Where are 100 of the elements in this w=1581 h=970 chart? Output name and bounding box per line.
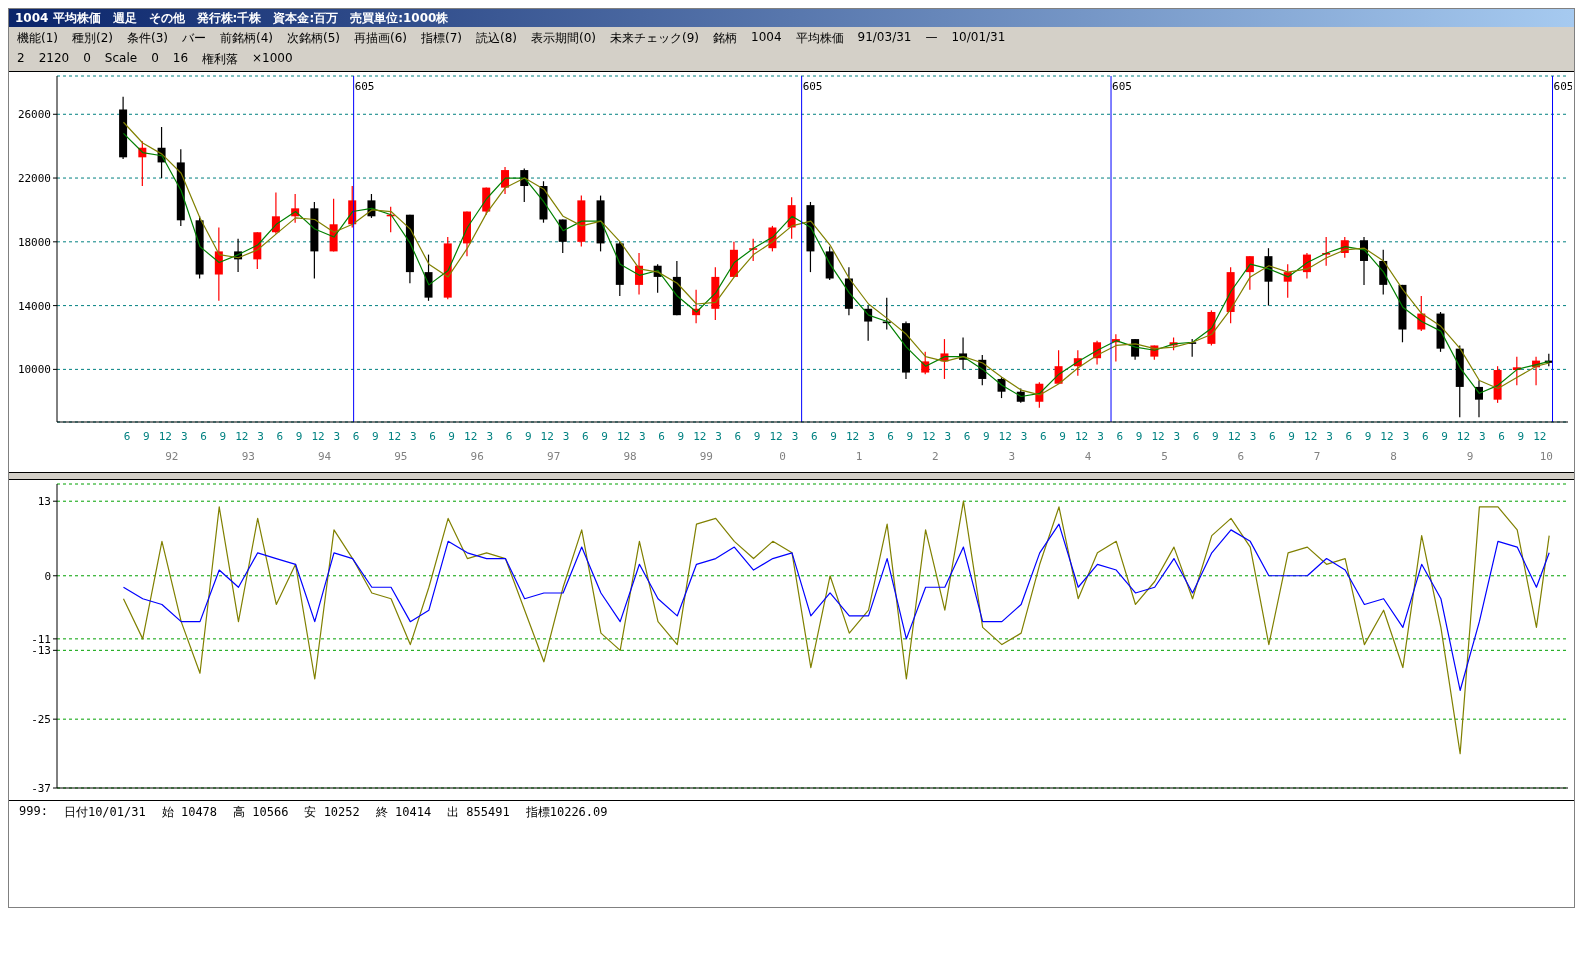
x-tick-label: 3 (1402, 430, 1410, 443)
x-tick-label: 3 (409, 430, 417, 443)
y-tick-label: 26000 (17, 108, 51, 122)
x-tick-label: 6 (429, 430, 436, 443)
text: 日付10/01/31 (63, 804, 146, 821)
x-tick-label: 9 (142, 430, 150, 443)
x-tick-label: 6 (352, 430, 360, 443)
x-tick-label: 9 (1364, 430, 1372, 443)
line-series (122, 500, 1550, 755)
y-tick-label: -37 (31, 781, 51, 795)
x-tick-label: 3 (333, 430, 341, 443)
text: 始 10478 (161, 804, 218, 821)
x-tick-label: 9 (524, 430, 532, 443)
x-tick-label: 9 (1059, 430, 1066, 443)
text: 1004 (751, 30, 782, 46)
x-tick-label: 3 (1249, 430, 1257, 443)
x2-tick-label: 9 (1466, 450, 1474, 463)
x2-tick-label: 95 (394, 450, 408, 463)
x-tick-label: 6 (1269, 430, 1276, 443)
x2-tick-label: 7 (1313, 450, 1321, 463)
x-tick-label: 3 (562, 430, 570, 443)
x-tick-label: 12 (922, 430, 936, 443)
x-tick-label: 9 (372, 430, 379, 443)
text: Scale (104, 50, 138, 67)
x-tick-label: 6 (963, 430, 971, 443)
ref-line-label: 605 (1112, 80, 1132, 93)
x-tick-label: 12 (769, 430, 783, 443)
x-tick-label: 3 (486, 430, 494, 443)
line-series (122, 523, 1550, 692)
text: 0 (151, 50, 159, 67)
text: 高 10566 (233, 804, 289, 821)
ref-line-label: 605 (802, 80, 823, 93)
text: 0 (83, 50, 91, 67)
x-tick-label: 9 (753, 430, 761, 443)
x-tick-label: 12 (693, 430, 707, 443)
x-tick-label: 12 (540, 430, 554, 443)
x-tick-label: 6 (887, 430, 894, 443)
x2-tick-label: 92 (165, 450, 179, 463)
x-tick-label: 12 (1074, 430, 1089, 443)
text: 権利落 (202, 50, 239, 68)
x2-tick-label: 1 (855, 450, 863, 463)
x-tick-label: 6 (811, 430, 818, 443)
x-tick-label: 6 (1192, 430, 1200, 443)
x-tick-label: 9 (295, 430, 303, 443)
x-tick-label: 3 (715, 430, 722, 443)
text: 次銘柄(5) (287, 30, 340, 47)
text: 表示期間(0) (531, 30, 596, 47)
text: 2120 (38, 50, 70, 67)
x-tick-label: 9 (448, 430, 455, 443)
x-tick-label: 9 (982, 430, 990, 443)
x2-tick-label: 8 (1390, 450, 1397, 463)
x2-tick-label: 97 (547, 450, 561, 463)
x-tick-label: 6 (1498, 430, 1505, 443)
x2-tick-label: 94 (317, 450, 332, 463)
x2-tick-label: 99 (699, 450, 713, 463)
x-tick-label: 9 (601, 430, 608, 443)
ref-line-label: 605 (1553, 80, 1574, 93)
x2-tick-label: 96 (470, 450, 484, 463)
x-tick-label: 12 (1304, 430, 1318, 443)
text: 指標(7) (421, 30, 462, 47)
x-tick-label: 6 (276, 430, 284, 443)
text: 16 (172, 50, 189, 67)
y-tick-label: 22000 (17, 171, 51, 185)
x-tick-label: 3 (1326, 430, 1333, 443)
text: ×1000 (252, 50, 293, 67)
text: 平均株価 (795, 30, 844, 47)
x-tick-label: 9 (677, 430, 685, 443)
ref-line-label: 605 (354, 80, 375, 93)
x-tick-label: 12 (464, 430, 478, 443)
x-tick-label: 12 (998, 430, 1012, 443)
x2-tick-label: 2 (932, 450, 939, 463)
x-tick-label: 3 (181, 430, 188, 443)
x-tick-label: 3 (791, 430, 799, 443)
x2-tick-label: 4 (1084, 450, 1092, 463)
x2-tick-label: 0 (779, 450, 786, 463)
text: 999: (19, 804, 48, 820)
x-tick-label: 3 (944, 430, 952, 443)
x-tick-label: 9 (1212, 430, 1219, 443)
x-tick-label: 12 (616, 430, 631, 443)
text: 出 855491 (447, 804, 510, 821)
x-tick-label: 9 (1517, 430, 1525, 443)
x-tick-label: 12 (387, 430, 402, 443)
text: 条件(3) (127, 30, 168, 47)
x-tick-label: 3 (868, 430, 875, 443)
x-tick-label: 12 (1227, 430, 1241, 443)
x2-tick-label: 3 (1008, 450, 1016, 463)
y-tick-label: 0 (44, 569, 51, 583)
text: 10/01/31 (951, 30, 1006, 46)
y-tick-label: 10000 (17, 363, 51, 377)
x-tick-label: 12 (846, 430, 860, 443)
x-tick-label: 12 (1533, 430, 1547, 443)
x-tick-label: 9 (830, 430, 837, 443)
x-tick-label: 12 (1151, 430, 1165, 443)
x-tick-label: 6 (734, 430, 742, 443)
x-tick-label: 6 (1116, 430, 1124, 443)
text: 未来チェック(9) (610, 30, 699, 47)
x-tick-label: 12 (1456, 430, 1471, 443)
text: 指標10226.09 (525, 804, 608, 821)
candlestick (749, 238, 758, 262)
y-tick-label: 18000 (17, 235, 51, 249)
